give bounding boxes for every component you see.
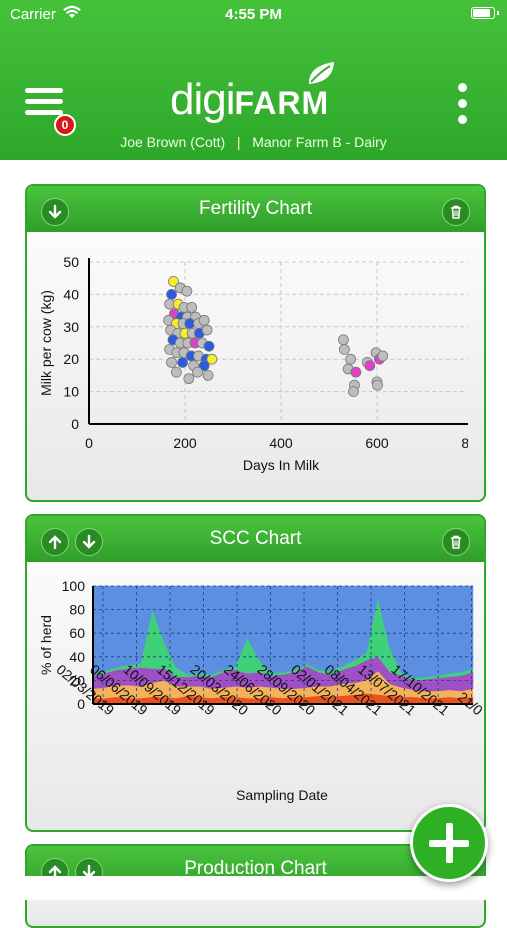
x-axis-label: Days In Milk: [243, 457, 320, 473]
y-tick-label: 50: [63, 254, 79, 270]
data-point: [338, 344, 350, 355]
arrow-up-icon: [48, 535, 62, 550]
move-down-button[interactable]: [75, 528, 103, 556]
y-tick-label: 20: [63, 351, 79, 367]
data-point: [170, 366, 182, 378]
data-point: [201, 324, 213, 336]
data-point: [372, 379, 383, 391]
move-up-button[interactable]: [41, 528, 69, 556]
hamburger-menu-icon[interactable]: [25, 88, 65, 118]
y-tick-label: 100: [62, 578, 86, 594]
data-point: [202, 369, 214, 381]
app-logo: digiFARM: [170, 75, 340, 125]
app-header: [0, 0, 507, 160]
carrier-label: Carrier: [10, 6, 56, 23]
data-point: [181, 285, 193, 297]
y-tick-label: 30: [63, 319, 79, 335]
data-point: [168, 276, 179, 287]
more-vertical-icon[interactable]: [454, 83, 470, 125]
y-tick-label: 80: [69, 602, 85, 618]
logo-light-text: digi: [170, 75, 235, 124]
bottom-safe-area: [0, 876, 507, 900]
trash-icon: [451, 205, 461, 219]
y-tick-label: 60: [69, 625, 85, 641]
clock: 4:55 PM: [225, 6, 282, 23]
data-point: [198, 360, 210, 372]
delete-button[interactable]: [442, 528, 470, 556]
separator: |: [236, 134, 241, 150]
data-point: [364, 360, 376, 372]
x-tick-label: 800: [461, 435, 484, 451]
arrow-down-icon: [48, 204, 62, 219]
x-tick-label: 200: [173, 435, 197, 451]
scc-chart-card: SCC Chart 0 20 40 60 80 100 02/03/2019 06/06/20…: [25, 514, 486, 832]
data-point: [186, 301, 198, 313]
data-point: [177, 357, 189, 368]
card-title: Fertility Chart: [199, 198, 312, 219]
wifi-icon: [63, 5, 81, 18]
y-tick-label: 0: [71, 416, 79, 432]
add-chart-button[interactable]: [410, 804, 488, 882]
logo-bold-text: FARM: [234, 85, 330, 121]
y-tick-label: 40: [69, 649, 85, 665]
farm-name[interactable]: Manor Farm B - Dairy: [252, 134, 387, 150]
card-header: SCC Chart: [27, 516, 484, 562]
data-point: [337, 334, 349, 346]
user-name: Joe Brown (Cott): [120, 134, 226, 150]
card-title: SCC Chart: [209, 528, 302, 549]
leaf-icon: [308, 62, 334, 84]
data-point: [206, 353, 218, 365]
data-point: [198, 314, 210, 326]
notification-badge[interactable]: 0: [54, 114, 76, 136]
user-farm-line: Joe Brown (Cott) | Manor Farm B - Dairy: [0, 134, 507, 150]
move-down-button[interactable]: [41, 198, 69, 226]
data-point: [203, 340, 215, 352]
data-point: [192, 366, 203, 378]
y-tick-label: 40: [63, 286, 79, 302]
data-point: [183, 373, 195, 385]
trash-icon: [451, 535, 461, 549]
fertility-scatter-chart: 0 10 20 30 40 50 0 200 400 600 800 Days In Milk Milk…: [38, 254, 484, 473]
data-point: [166, 289, 177, 300]
arrow-down-icon: [82, 534, 96, 549]
fertility-chart-card: Fertility Chart 0 10 20 30 40 50 0 200 400 600 800…: [25, 184, 486, 502]
y-axis-label: Milk per cow (kg): [38, 290, 54, 396]
battery-icon: [471, 7, 499, 19]
x-tick-label: 0: [85, 435, 93, 451]
x-tick-label: 400: [269, 435, 293, 451]
data-point: [348, 386, 359, 398]
x-axis-label: Sampling Date: [236, 787, 328, 803]
x-tick-label: 600: [365, 435, 389, 451]
y-tick-label: 0: [77, 696, 85, 712]
scc-area-chart: 02040608010002/03/201906/06/201910/09/20…: [38, 578, 484, 803]
series-area: [92, 585, 474, 679]
y-axis-label: % of herd: [38, 615, 54, 675]
status-bar: Carrier 4:55 PM: [0, 0, 507, 30]
y-tick-label: 20: [69, 672, 85, 688]
card-header: Fertility Chart: [27, 186, 484, 232]
y-tick-label: 10: [63, 384, 79, 400]
data-point: [345, 353, 357, 365]
data-point: [350, 366, 362, 378]
data-point: [166, 357, 177, 368]
data-point: [377, 350, 389, 362]
card-title: Production Chart: [184, 858, 327, 879]
delete-button[interactable]: [442, 198, 470, 226]
